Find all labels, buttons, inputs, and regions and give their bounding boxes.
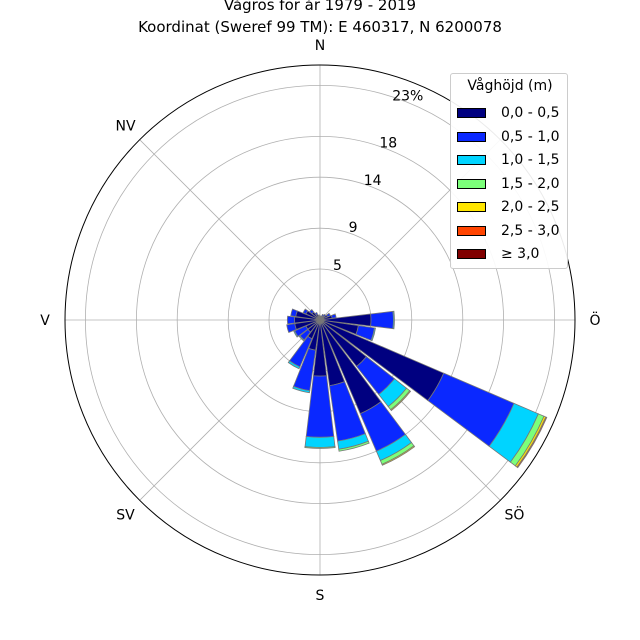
legend-item: 1,0 - 1,5 <box>457 152 567 170</box>
grid-spoke <box>139 139 321 321</box>
radial-tick-label: 23% <box>392 88 423 104</box>
sector-bar-180-2 <box>304 436 336 448</box>
sector-bar-345-1 <box>317 314 320 317</box>
sector-bar-330-1 <box>314 311 319 316</box>
legend-swatch <box>457 108 486 118</box>
legend-item: 0,0 - 0,5 <box>457 105 567 123</box>
legend-item: 2,5 - 3,0 <box>457 223 567 241</box>
direction-label: SÖ <box>505 505 525 523</box>
sector-bar-315-1 <box>309 309 315 315</box>
radial-tick-label: 14 <box>364 173 382 189</box>
radial-tick-label: 5 <box>333 258 342 274</box>
sector-bar-195-2 <box>292 385 311 394</box>
sector-bar-75-1 <box>330 313 337 319</box>
sector-bar-105-2 <box>370 327 376 342</box>
radial-tick-label: 18 <box>379 135 397 151</box>
sector-bar-285-1 <box>290 308 298 317</box>
legend: Våghöjd (m) 0,0 - 0,5 0,5 - 1,0 1,0 - 1,5 1… <box>450 73 568 269</box>
direction-label: V <box>40 313 50 329</box>
legend-swatch <box>457 202 486 212</box>
legend-swatch <box>457 131 486 142</box>
sector-bar-225-2 <box>298 335 305 342</box>
legend-label: 1,5 - 2,0 <box>501 175 560 192</box>
legend-swatch <box>457 178 486 189</box>
legend-swatch <box>457 249 486 259</box>
direction-label: N <box>315 38 325 54</box>
legend-swatch <box>457 155 486 165</box>
legend-item: 1,5 - 2,0 <box>457 176 567 194</box>
sector-bar-90-2 <box>392 310 395 330</box>
legend-label: ≥ 3,0 <box>501 246 540 262</box>
sector-bar-135-4 <box>390 390 412 412</box>
sector-bar-300-1 <box>302 308 309 315</box>
sector-bar-120-5 <box>516 416 548 469</box>
legend-title: Våghöjd (m) <box>467 78 553 94</box>
legend-swatch <box>457 225 486 236</box>
polar-frame <box>64 64 576 576</box>
direction-label: Ö <box>589 311 600 329</box>
sector-bar-255-1 <box>286 323 297 333</box>
direction-label: S <box>316 588 325 604</box>
sector-bar-210-2 <box>287 360 301 370</box>
legend-item: 2,0 - 2,5 <box>457 199 567 217</box>
radial-tick-label: 9 <box>349 220 358 236</box>
legend-item: 0,5 - 1,0 <box>457 129 567 147</box>
legend-label: 2,0 - 2,5 <box>501 199 560 215</box>
legend-label: 0,5 - 1,0 <box>501 128 560 145</box>
legend-label: 0,0 - 0,5 <box>501 105 560 121</box>
sector-bar-240-2 <box>293 330 299 338</box>
sector-bar-150-4 <box>381 445 416 466</box>
direction-label: NV <box>116 119 136 135</box>
sector-bar-90-1 <box>370 310 394 330</box>
legend-item: ≥ 3,0 <box>457 246 567 264</box>
direction-label: SV <box>116 507 135 523</box>
chart-title: Vågros för år 1979 - 2019 <box>223 0 417 14</box>
sector-bar-270-1 <box>286 315 296 325</box>
grid-spoke <box>139 319 321 501</box>
chart-subtitle: Koordinat (Sweref 99 TM): E 460317, N 62… <box>138 18 502 36</box>
legend-label: 1,0 - 1,5 <box>501 152 560 168</box>
sector-bar-165-3 <box>338 440 370 452</box>
sector-bar-180-3 <box>304 446 336 449</box>
legend-label: 2,5 - 3,0 <box>501 222 560 239</box>
